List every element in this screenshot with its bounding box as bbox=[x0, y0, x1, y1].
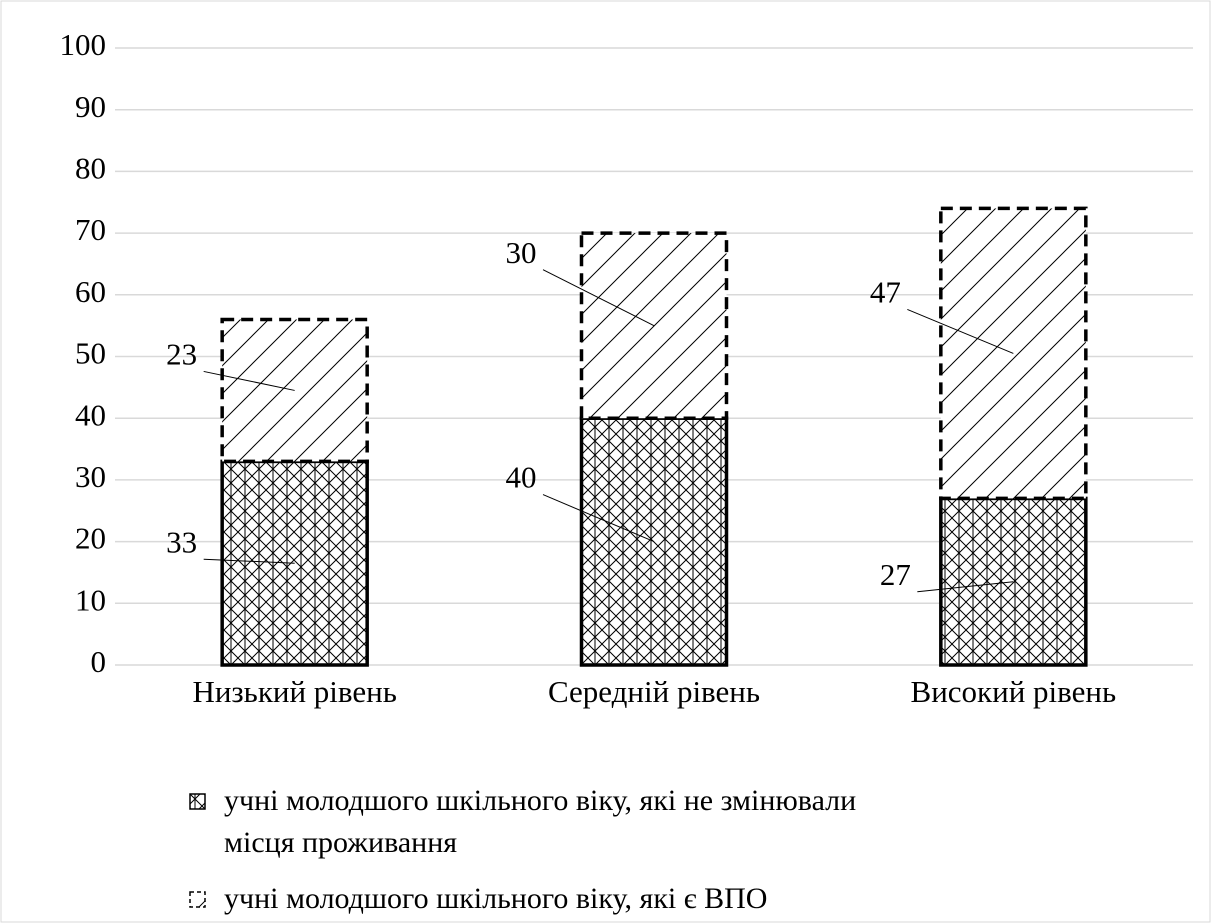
data-label: 30 bbox=[506, 235, 537, 270]
legend-swatch-rect bbox=[189, 793, 206, 810]
y-tick-label: 90 bbox=[75, 89, 106, 124]
data-label: 27 bbox=[880, 557, 911, 592]
data-label: 40 bbox=[506, 460, 537, 495]
y-tick-label: 30 bbox=[75, 459, 106, 494]
x-tick-label: Низький рівень bbox=[192, 674, 396, 709]
y-tick-label: 50 bbox=[75, 336, 106, 371]
leader-line bbox=[542, 494, 655, 543]
legend-swatch bbox=[189, 793, 206, 810]
legend: учні молодшого шкільного віку, які не зм… bbox=[188, 780, 908, 923]
leader-line bbox=[203, 370, 295, 391]
legend-entry: учні молодшого шкільного віку, які є ВПО bbox=[188, 878, 908, 920]
leader-line bbox=[917, 581, 1014, 593]
x-tick-label: Високий рівень bbox=[911, 674, 1117, 709]
leader-line bbox=[907, 308, 1014, 354]
legend-swatch-rect bbox=[189, 891, 206, 908]
data-label: 47 bbox=[870, 275, 901, 310]
y-tick-label: 0 bbox=[91, 644, 107, 679]
y-tick-label: 80 bbox=[75, 151, 106, 186]
bar-segment bbox=[220, 459, 369, 667]
y-tick-label: 10 bbox=[75, 582, 106, 617]
bar-segment bbox=[579, 416, 729, 667]
legend-swatch bbox=[189, 891, 206, 908]
legend-label: учні молодшого шкільного віку, які не зм… bbox=[224, 784, 857, 859]
y-tick-label: 60 bbox=[75, 274, 106, 309]
y-tick-label: 20 bbox=[75, 521, 106, 556]
x-tick-label: Середній рівень bbox=[548, 674, 760, 709]
bar-segment bbox=[220, 317, 369, 464]
y-tick-label: 100 bbox=[60, 27, 107, 62]
data-label: 33 bbox=[166, 524, 197, 559]
leader-line bbox=[203, 558, 295, 564]
legend-entry: учні молодшого шкільного віку, які не зм… bbox=[188, 780, 908, 864]
legend-label: учні молодшого шкільного віку, які є ВПО bbox=[224, 882, 768, 915]
leader-line bbox=[542, 269, 655, 327]
data-label: 23 bbox=[166, 337, 197, 372]
bar-segment bbox=[579, 231, 729, 420]
y-tick-label: 70 bbox=[75, 212, 106, 247]
y-tick-label: 40 bbox=[75, 397, 106, 432]
